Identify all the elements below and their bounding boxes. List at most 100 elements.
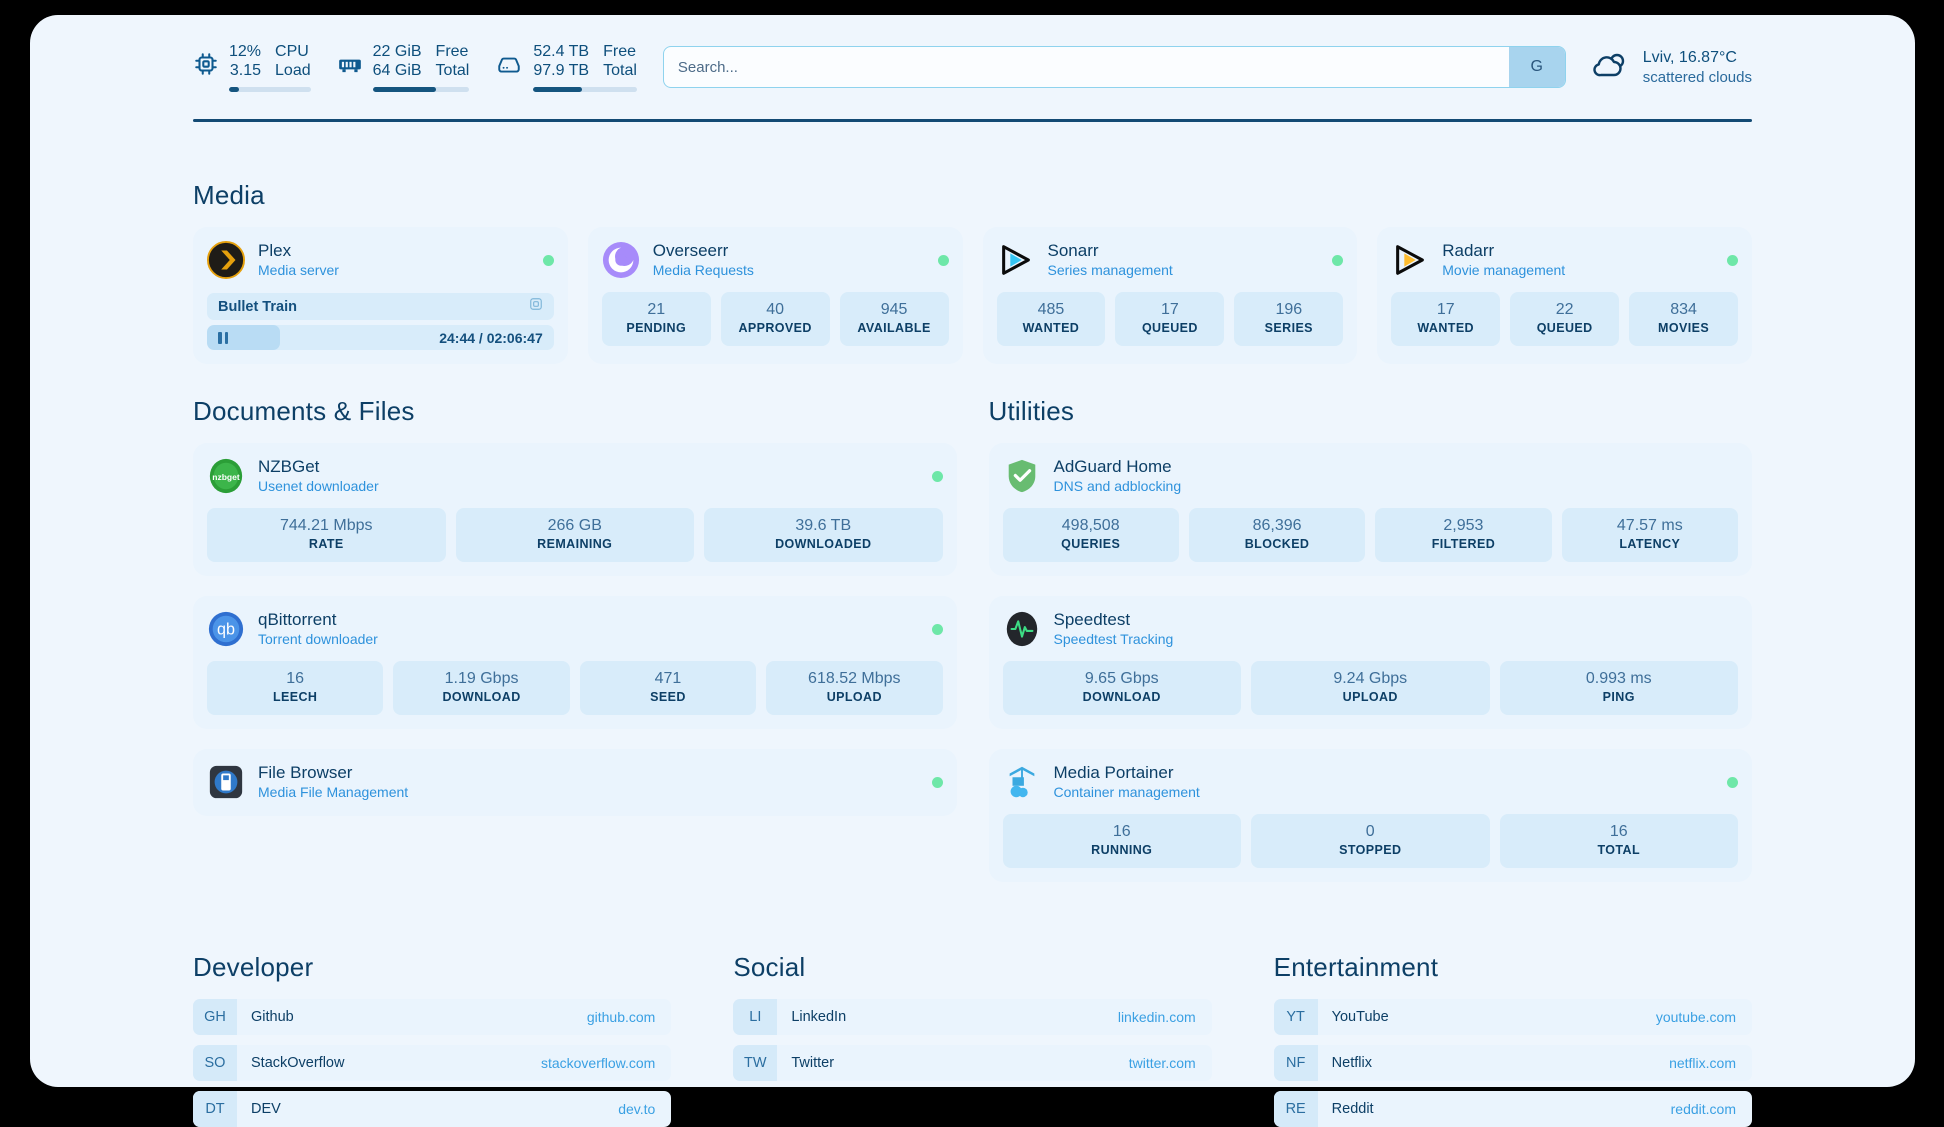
stat-tile[interactable]: 485 WANTED	[996, 292, 1106, 346]
stat-tile[interactable]: 39.6 TB DOWNLOADED	[704, 508, 943, 562]
system-widget-label: Total	[435, 62, 470, 79]
overseerr-icon	[602, 241, 640, 279]
search-submit-button[interactable]: G	[1508, 47, 1565, 87]
search-box[interactable]: G	[662, 46, 1566, 88]
stat-label: QUEUED	[1141, 321, 1198, 335]
service-subtitle: DNS and adblocking	[1053, 478, 1182, 494]
stat-tile[interactable]: 471 SEED	[579, 661, 757, 715]
stat-label: MOVIES	[1658, 321, 1710, 335]
stat-tile[interactable]: 22 QUEUED	[1510, 292, 1620, 346]
pause-button[interactable]	[218, 331, 228, 344]
stat-tile[interactable]: 945 AVAILABLE	[839, 292, 949, 346]
service-card-file-browser[interactable]: File Browser Media File Management	[193, 749, 957, 816]
bookmark-item[interactable]: YT YouTube youtube.com	[1273, 999, 1752, 1035]
stat-tile[interactable]: 21 PENDING	[601, 292, 711, 346]
service-name: NZBGet	[258, 457, 320, 476]
stat-tile[interactable]: 0.993 ms PING	[1499, 661, 1738, 715]
stat-label: FILTERED	[1431, 537, 1496, 551]
service-card-overseerr[interactable]: Overseerr Media Requests 21 PENDING 40 APPROV…	[587, 227, 963, 364]
hard-drive-icon	[495, 51, 523, 82]
stat-tile[interactable]: 498,508 QUERIES	[1002, 508, 1179, 562]
section-title-media: Media	[193, 180, 265, 210]
stat-tile[interactable]: 17 WANTED	[1391, 292, 1501, 346]
playback-progress-bar[interactable]: 24:44 / 02:06:47	[207, 325, 554, 350]
stat-value: 17	[1436, 301, 1455, 318]
bookmark-item[interactable]: GH Github github.com	[193, 999, 672, 1035]
service-card-speedtest[interactable]: Speedtest Speedtest Tracking 9.65 Gbps DOWN…	[988, 596, 1752, 729]
bookmark-name: DEV	[251, 1101, 281, 1117]
bookmark-item[interactable]: DT DEV dev.to	[193, 1091, 672, 1127]
now-playing-bar[interactable]: Bullet Train	[207, 293, 554, 320]
stat-tile[interactable]: 2,953 FILTERED	[1375, 508, 1552, 562]
stat-value: 86,396	[1252, 517, 1302, 534]
section-title-utilities: Utilities	[988, 396, 1075, 426]
utilities-section: Utilities AdGuard Home DNS and adblocking…	[988, 396, 1752, 882]
stat-tile[interactable]: 834 MOVIES	[1629, 292, 1739, 346]
service-name: qBittorrent	[258, 610, 337, 629]
service-card-adguard-home[interactable]: AdGuard Home DNS and adblocking 498,508 QUE…	[988, 443, 1752, 576]
stat-tile[interactable]: 17 QUEUED	[1115, 292, 1225, 346]
service-subtitle: Container management	[1053, 784, 1200, 800]
stat-tile[interactable]: 16 TOTAL	[1499, 814, 1738, 868]
stat-tile[interactable]: 16 RUNNING	[1002, 814, 1241, 868]
stat-tile[interactable]: 40 APPROVED	[720, 292, 830, 346]
stat-tile[interactable]: 196 SERIES	[1234, 292, 1344, 346]
search-input[interactable]	[663, 47, 1509, 87]
bookmark-item[interactable]: LI LinkedIn linkedin.com	[733, 999, 1212, 1035]
stat-label: PENDING	[626, 321, 687, 335]
stat-tile[interactable]: 16 LEECH	[207, 661, 384, 715]
service-subtitle: Usenet downloader	[258, 478, 379, 494]
stat-tile[interactable]: 618.52 Mbps UPLOAD	[766, 661, 943, 715]
system-widget-cpu: 12% 3.15 CPU Load	[193, 42, 311, 92]
service-card-media-portainer[interactable]: Media Portainer Container management 16 RUN…	[988, 749, 1752, 882]
stat-value: 9.65 Gbps	[1084, 670, 1159, 687]
stat-label: QUERIES	[1061, 537, 1121, 551]
filebrowser-icon	[207, 763, 245, 801]
system-widget-label: Free	[435, 43, 469, 60]
header-divider	[193, 119, 1752, 122]
service-card-header: Plex Media server	[207, 240, 554, 280]
weather-location: Lviv, 16.87°C	[1642, 48, 1737, 66]
stat-tile[interactable]: 744.21 Mbps RATE	[207, 508, 446, 562]
bookmark-item[interactable]: NF Netflix netflix.com	[1273, 1045, 1752, 1081]
stat-label: DOWNLOAD	[1082, 690, 1161, 704]
stat-tile[interactable]: 9.24 Gbps UPLOAD	[1251, 661, 1490, 715]
system-widget-value: 22 GiB	[372, 43, 422, 60]
bookmark-group-title: Entertainment	[1273, 952, 1439, 982]
stat-tile[interactable]: 266 GB REMAINING	[455, 508, 694, 562]
service-card-nzbget[interactable]: nzbget NZBGet Usenet downloader 744.21 Mbps…	[193, 443, 957, 576]
service-card-header: qb qBittorrent Torrent downloader	[207, 609, 943, 649]
stat-tile[interactable]: 86,396 BLOCKED	[1188, 508, 1366, 562]
bookmark-item[interactable]: RE Reddit reddit.com	[1273, 1091, 1752, 1127]
stat-value: 16	[1609, 823, 1628, 840]
service-card-sonarr[interactable]: Sonarr Series management 485 WANTED 17 QUEUED…	[982, 227, 1358, 364]
service-card-radarr[interactable]: Radarr Movie management 17 WANTED 22 QUEUED 83…	[1377, 227, 1752, 364]
cast-device-icon[interactable]	[529, 297, 543, 316]
service-card-plex[interactable]: Plex Media server Bullet Train 24:44 / 02:0…	[193, 227, 568, 364]
stat-value: 471	[654, 670, 682, 687]
system-widget-value: 3.15	[229, 62, 262, 79]
stat-tile[interactable]: 0 STOPPED	[1251, 814, 1490, 868]
stat-label: WANTED	[1417, 321, 1474, 335]
bookmark-abbr: RE	[1273, 1091, 1318, 1127]
bookmark-item[interactable]: TW Twitter twitter.com	[733, 1045, 1212, 1081]
service-card-header: Overseerr Media Requests	[602, 240, 949, 280]
bookmark-group-developer: Developer GH Github github.com SO StackOverfl…	[193, 952, 672, 1127]
stat-tile[interactable]: 47.57 ms LATENCY	[1561, 508, 1738, 562]
stat-label: REMAINING	[537, 537, 613, 551]
stat-tile[interactable]: 1.19 Gbps DOWNLOAD	[393, 661, 570, 715]
bookmark-abbr: GH	[193, 999, 237, 1035]
now-playing-title: Bullet Train	[218, 298, 297, 315]
stat-tile[interactable]: 9.65 Gbps DOWNLOAD	[1002, 661, 1241, 715]
media-section: Media Plex Media server Bullet Train 24:44 …	[193, 180, 1752, 364]
stat-value: 945	[880, 301, 908, 318]
service-stats: 9.65 Gbps DOWNLOAD 9.24 Gbps UPLOAD 0.993 ms…	[1002, 661, 1738, 715]
bookmark-abbr: LI	[733, 999, 778, 1035]
bookmark-item[interactable]: SO StackOverflow stackoverflow.com	[193, 1045, 672, 1081]
stat-value: 47.57 ms	[1616, 517, 1683, 534]
service-card-qbittorrent[interactable]: qb qBittorrent Torrent downloader 16 LEECH 1.…	[193, 596, 957, 729]
system-widget-label: CPU	[275, 43, 309, 60]
service-subtitle: Media File Management	[258, 784, 409, 800]
system-widget-value: 64 GiB	[372, 62, 422, 79]
status-indicator-online	[1727, 776, 1738, 788]
